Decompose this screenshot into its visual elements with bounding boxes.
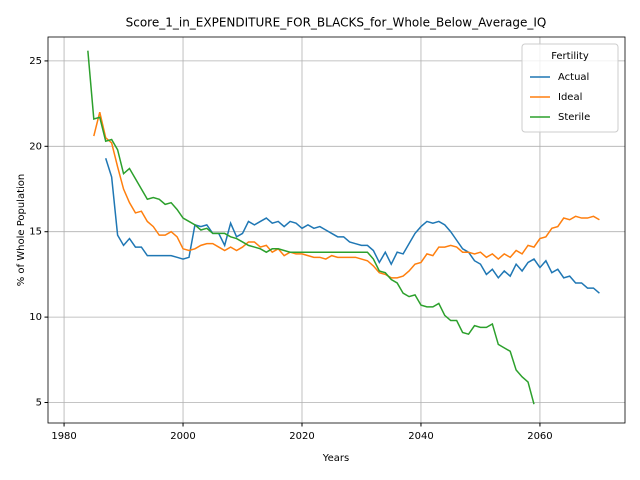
y-axis-label: % of Whole Population (16, 174, 27, 287)
x-tick-label: 2060 (527, 431, 552, 442)
legend-label: Ideal (558, 92, 582, 103)
y-tick-label: 25 (29, 56, 42, 67)
x-axis-label: Years (322, 453, 349, 464)
y-tick-label: 15 (29, 227, 42, 238)
series-line (87, 50, 535, 405)
legend-title: Fertility (551, 51, 589, 62)
x-tick-label: 1980 (51, 431, 76, 442)
legend-box (521, 43, 619, 133)
x-tick-label: 2020 (289, 431, 314, 442)
y-tick-label: 5 (36, 398, 42, 409)
y-tick-label: 20 (29, 141, 42, 152)
plot-frame (47, 36, 626, 424)
legend: Fertility Actual Ideal Sterile (521, 43, 619, 133)
y-tick-label: 10 (29, 312, 42, 323)
x-tick-label: 2040 (408, 431, 433, 442)
chart-title: Score_1_in_EXPENDITURE_FOR_BLACKS_for_Wh… (126, 16, 547, 30)
legend-label: Actual (558, 72, 589, 83)
series-line (93, 111, 600, 279)
series-line (104, 158, 600, 294)
x-tick-label: 2000 (170, 431, 195, 442)
legend-label: Sterile (558, 112, 590, 123)
